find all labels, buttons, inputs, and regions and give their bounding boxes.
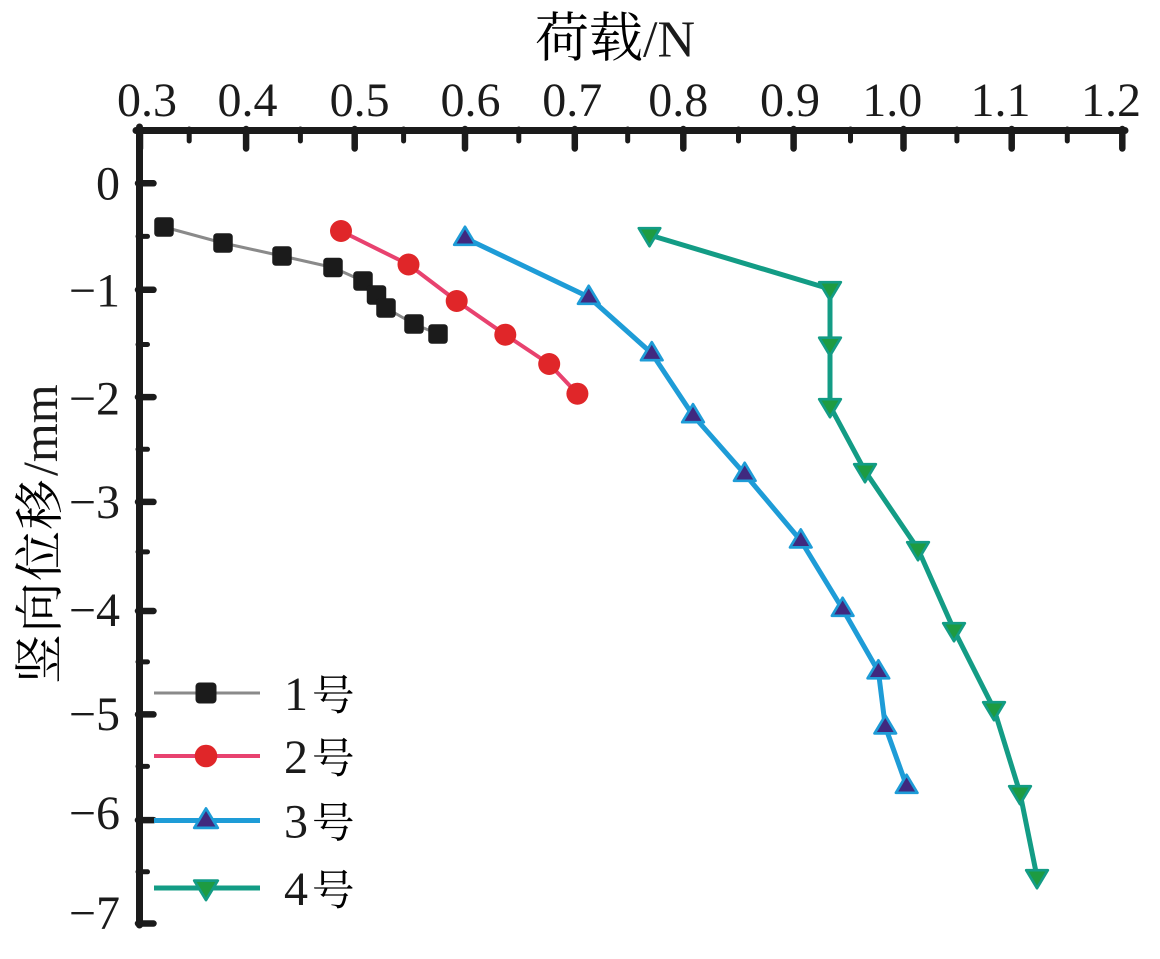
- svg-text:0.8: 0.8: [648, 74, 708, 127]
- svg-text:−2: −2: [69, 373, 120, 426]
- svg-text:0.5: 0.5: [330, 74, 390, 127]
- svg-text:0.4: 0.4: [218, 74, 278, 127]
- svg-text:1: 1: [284, 668, 308, 721]
- svg-text:0: 0: [96, 158, 120, 211]
- svg-text:1.0: 1.0: [862, 74, 922, 127]
- svg-text:3: 3: [284, 796, 308, 849]
- svg-text:2: 2: [284, 731, 308, 784]
- svg-text:−3: −3: [69, 476, 120, 529]
- svg-text:0.3: 0.3: [117, 74, 177, 127]
- svg-text:/N: /N: [643, 12, 695, 69]
- svg-text:4: 4: [284, 863, 308, 916]
- svg-text:−7: −7: [69, 887, 120, 940]
- svg-text:−1: −1: [69, 265, 120, 318]
- svg-text:0.9: 0.9: [760, 74, 820, 127]
- svg-text:0.7: 0.7: [542, 74, 602, 127]
- svg-text:−4: −4: [69, 584, 120, 637]
- svg-text:1.2: 1.2: [1081, 74, 1141, 127]
- svg-text:/mm: /mm: [12, 384, 68, 476]
- svg-text:1.1: 1.1: [971, 74, 1031, 127]
- svg-text:−6: −6: [69, 787, 120, 840]
- svg-text:0.6: 0.6: [441, 74, 501, 127]
- svg-text:−5: −5: [69, 688, 120, 741]
